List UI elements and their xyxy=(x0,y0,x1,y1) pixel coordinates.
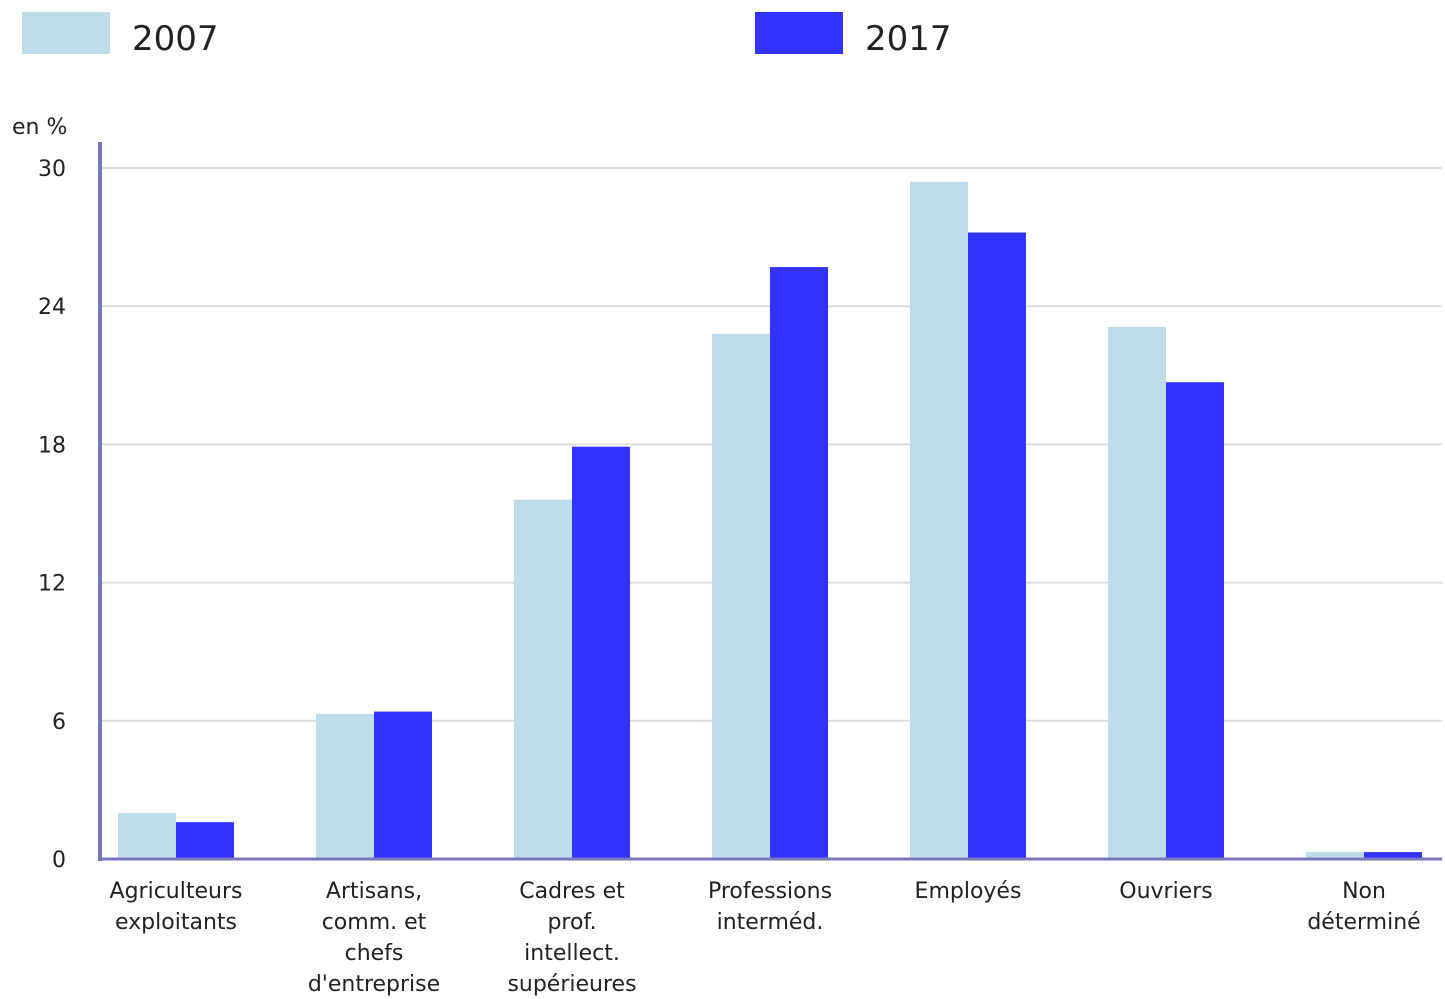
x-category-label: Cadres et prof. intellect. supérieures xyxy=(507,879,636,997)
bar-2017-0 xyxy=(176,822,234,859)
y-tick-label: 30 xyxy=(38,157,66,182)
y-axis-unit-label: en % xyxy=(12,115,67,140)
legend: 2007 2017 xyxy=(22,12,952,59)
bar-2007-3 xyxy=(712,333,770,860)
y-tick-label: 6 xyxy=(52,710,66,735)
bar-2017-6 xyxy=(1364,852,1422,859)
legend-swatch-2017 xyxy=(755,12,843,54)
y-axis-ticks: 0 6 12 18 24 30 xyxy=(38,157,66,873)
bar-2007-4 xyxy=(910,181,968,859)
bar-2017-5 xyxy=(1166,382,1224,859)
y-tick-label: 24 xyxy=(38,295,66,320)
axes xyxy=(98,142,1442,861)
x-category-label: Non déterminé xyxy=(1307,879,1420,935)
y-tick-label: 0 xyxy=(52,848,66,873)
bar-2017-2 xyxy=(572,446,630,859)
x-category-label: Employés xyxy=(915,879,1022,904)
x-category-label: Ouvriers xyxy=(1119,879,1212,904)
x-category-label: Agriculteurs exploitants xyxy=(110,879,243,935)
bar-2007-0 xyxy=(118,812,176,859)
legend-swatch-2007 xyxy=(22,12,110,54)
y-tick-label: 12 xyxy=(38,572,66,597)
bar-2007-5 xyxy=(1108,326,1166,859)
bar-2017-3 xyxy=(770,267,828,859)
legend-label-2007: 2007 xyxy=(132,19,219,59)
x-category-label: Professions interméd. xyxy=(708,879,832,935)
x-axis-category-labels: Agriculteurs exploitants Artisans, comm. et… xyxy=(110,879,1421,997)
legend-label-2017: 2017 xyxy=(865,19,952,59)
bar-2017-4 xyxy=(968,232,1026,859)
y-tick-label: 18 xyxy=(38,433,66,458)
bar-2007-6 xyxy=(1306,852,1364,859)
bar-2017-1 xyxy=(374,711,432,859)
bar-2007-1 xyxy=(316,713,374,859)
bars xyxy=(118,181,1422,860)
bar-2007-2 xyxy=(514,499,572,859)
x-category-label: Artisans, comm. et chefs d'entreprise xyxy=(308,879,440,997)
